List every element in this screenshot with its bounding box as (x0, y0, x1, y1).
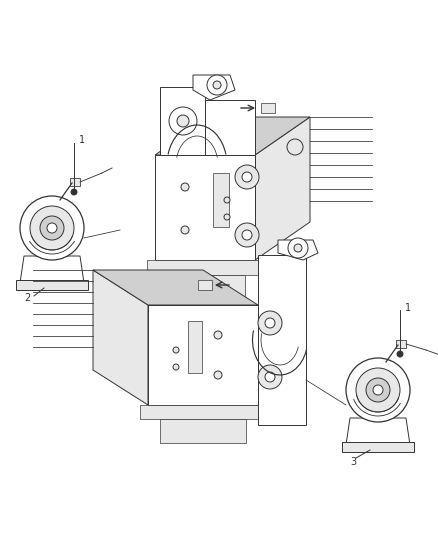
Polygon shape (160, 419, 246, 443)
Circle shape (366, 378, 390, 402)
Circle shape (242, 172, 252, 182)
Circle shape (30, 206, 74, 250)
Circle shape (288, 238, 308, 258)
Polygon shape (261, 103, 275, 113)
Circle shape (265, 318, 275, 328)
Circle shape (173, 364, 179, 370)
Text: 3: 3 (350, 457, 356, 467)
Circle shape (207, 75, 227, 95)
Circle shape (20, 196, 84, 260)
Circle shape (224, 214, 230, 220)
Polygon shape (213, 173, 229, 227)
Polygon shape (155, 155, 255, 260)
Polygon shape (147, 260, 263, 275)
Circle shape (213, 81, 221, 89)
Polygon shape (205, 100, 255, 155)
Circle shape (224, 197, 230, 203)
Polygon shape (278, 240, 318, 260)
Polygon shape (16, 280, 88, 290)
Polygon shape (70, 178, 80, 186)
Circle shape (71, 189, 77, 195)
Circle shape (258, 311, 282, 335)
Circle shape (214, 371, 222, 379)
Polygon shape (198, 280, 212, 290)
Text: 1: 1 (405, 303, 411, 313)
Polygon shape (165, 275, 245, 300)
Polygon shape (188, 321, 202, 373)
Circle shape (47, 223, 57, 233)
Circle shape (287, 139, 303, 155)
Polygon shape (342, 442, 414, 452)
Circle shape (356, 368, 400, 412)
Polygon shape (93, 270, 148, 405)
Polygon shape (155, 117, 310, 155)
Polygon shape (193, 75, 235, 100)
Circle shape (265, 372, 275, 382)
Circle shape (235, 165, 259, 189)
Text: 1: 1 (79, 135, 85, 145)
Circle shape (242, 230, 252, 240)
Polygon shape (148, 305, 258, 405)
Polygon shape (346, 418, 410, 445)
Circle shape (294, 244, 302, 252)
Circle shape (346, 358, 410, 422)
Circle shape (181, 226, 189, 234)
Circle shape (397, 351, 403, 357)
Polygon shape (160, 87, 205, 155)
Circle shape (177, 115, 189, 127)
Polygon shape (255, 117, 310, 260)
Text: 2: 2 (24, 293, 30, 303)
Circle shape (214, 331, 222, 339)
Circle shape (181, 183, 189, 191)
Circle shape (373, 385, 383, 395)
Circle shape (258, 365, 282, 389)
Polygon shape (20, 256, 84, 283)
Circle shape (235, 223, 259, 247)
Polygon shape (258, 255, 306, 425)
Circle shape (40, 216, 64, 240)
Polygon shape (93, 270, 258, 305)
Polygon shape (140, 405, 266, 419)
Circle shape (169, 107, 197, 135)
Circle shape (173, 347, 179, 353)
Polygon shape (396, 340, 406, 348)
